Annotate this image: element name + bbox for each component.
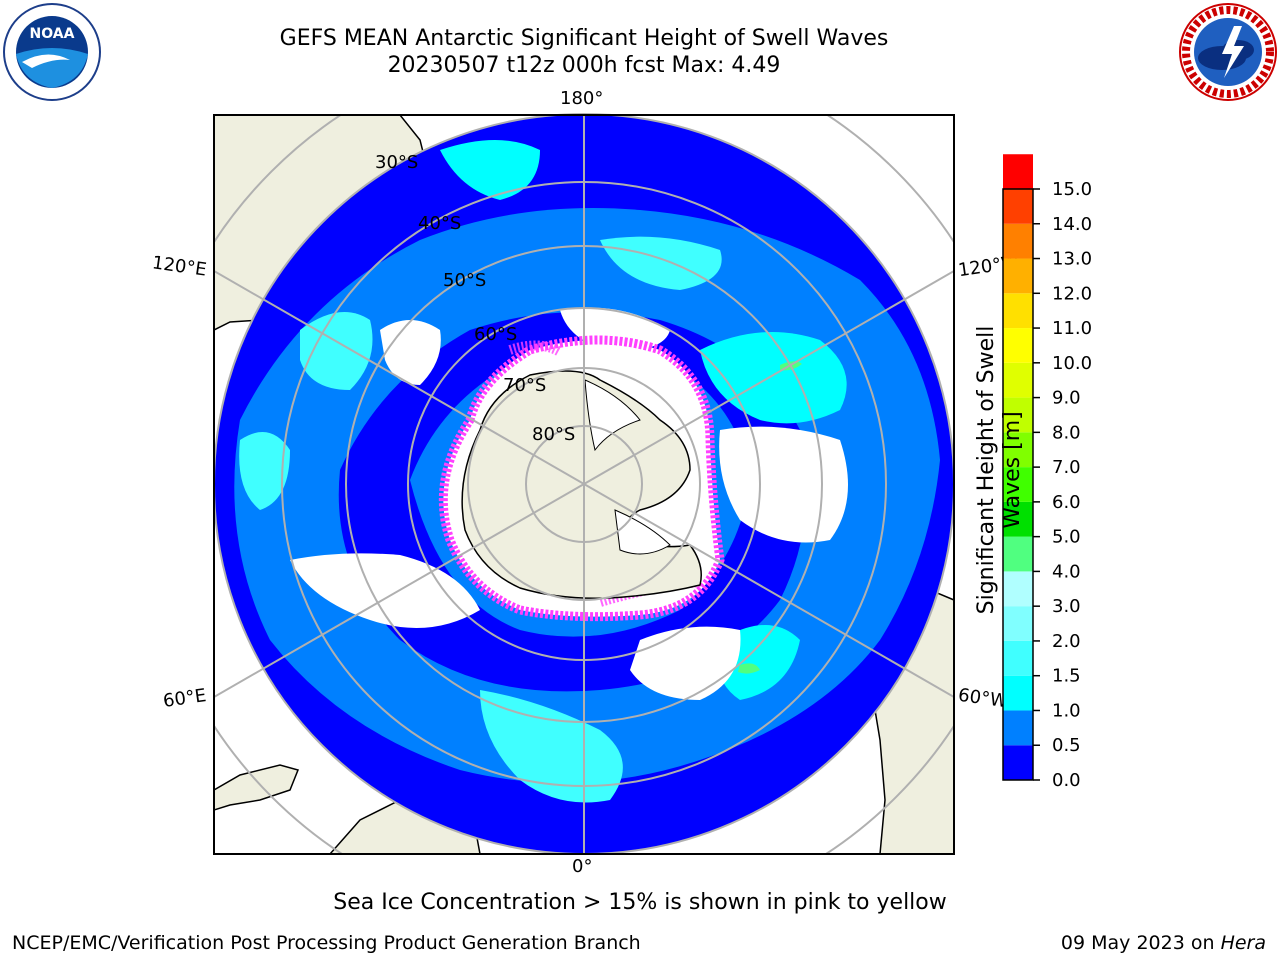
colorbar-tick-label: 11.0 [1052,318,1092,339]
lat-label-60s: 60°S [474,324,518,345]
colorbar-cell [1003,571,1033,607]
colorbar-cell [1003,189,1033,224]
colorbar-cell [1003,501,1033,537]
colorbar-cell [1003,328,1033,363]
chart-subtitle: 20230507 t12z 000h fcst Max: 4.49 [387,53,781,78]
noaa-logo-icon: NOAA [3,3,101,101]
colorbar-cell [1003,606,1033,641]
sea-ice-note: Sea Ice Concentration > 15% is shown in … [333,890,947,915]
colorbar-cell [1003,467,1033,502]
footer-date-text: 09 May 2023 on [1060,932,1221,954]
madagascar-land [214,764,300,811]
ross-ice-shelf [584,379,641,452]
colorbar-cell [1003,640,1033,676]
colorbar-tick-label: 4.0 [1052,561,1081,582]
colorbar-tick-label: 13.0 [1052,249,1092,270]
noaa-logo-text: NOAA [30,26,75,42]
colorbar-tick-label: 10.0 [1052,353,1092,374]
longitude-gridlines [214,115,954,854]
map-frame [213,114,955,855]
lat-label-30s: 30°S [375,152,419,173]
colorbar-tick-label: 6.0 [1052,492,1081,513]
lat-label-80s: 80°S [532,424,576,445]
nws-logo-icon [1179,3,1277,101]
colorbar-tick-label: 1.0 [1052,700,1081,721]
footer-branch: NCEP/EMC/Verification Post Processing Pr… [12,932,641,954]
lat-label-40s: 40°S [418,213,462,234]
colorbar-cell [1003,362,1033,398]
colorbar-tick-label: 5.0 [1052,527,1081,548]
colorbar-tick-label: 7.0 [1052,457,1081,478]
colorbar-cell [1003,675,1033,711]
colorbar-cell [1003,293,1033,329]
footer-machine: Hera [1220,932,1266,954]
colorbar-tick-label: 12.0 [1052,283,1092,304]
lon-label-180: 180° [560,88,604,109]
chart-title: GEFS MEAN Antarctic Significant Height o… [279,26,889,51]
colorbar-cell [1003,258,1033,294]
footer-date: 09 May 2023 on Hera [1061,932,1266,954]
colorbar-tick-label: 9.0 [1052,388,1081,409]
lon-label-0: 0° [572,856,593,877]
colorbar-tick-label: 8.0 [1052,422,1081,443]
colorbar-tick-label: 1.5 [1052,666,1081,687]
colorbar-cell [1003,536,1033,572]
colorbar-cell [1003,154,1033,189]
colorbar-tick-label: 14.0 [1052,214,1092,235]
lat-label-70s: 70°S [503,375,547,396]
colorbar-tick-label: 2.0 [1052,631,1081,652]
colorbar-cell [1003,397,1033,433]
lat-label-50s: 50°S [443,270,487,291]
colorbar-cell [1003,432,1033,468]
colorbar-cell [1003,223,1033,259]
colorbar-cell [1003,710,1033,746]
colorbar-cell [1003,745,1033,780]
colorbar-tick-label: 0.5 [1052,735,1081,756]
colorbar-tick-label: 15.0 [1052,179,1092,200]
colorbar-title: Significant Height of Swell Waves [m] [974,325,1025,615]
colorbar-tick-label: 3.0 [1052,596,1081,617]
colorbar-tick-label: 0.0 [1052,770,1081,791]
